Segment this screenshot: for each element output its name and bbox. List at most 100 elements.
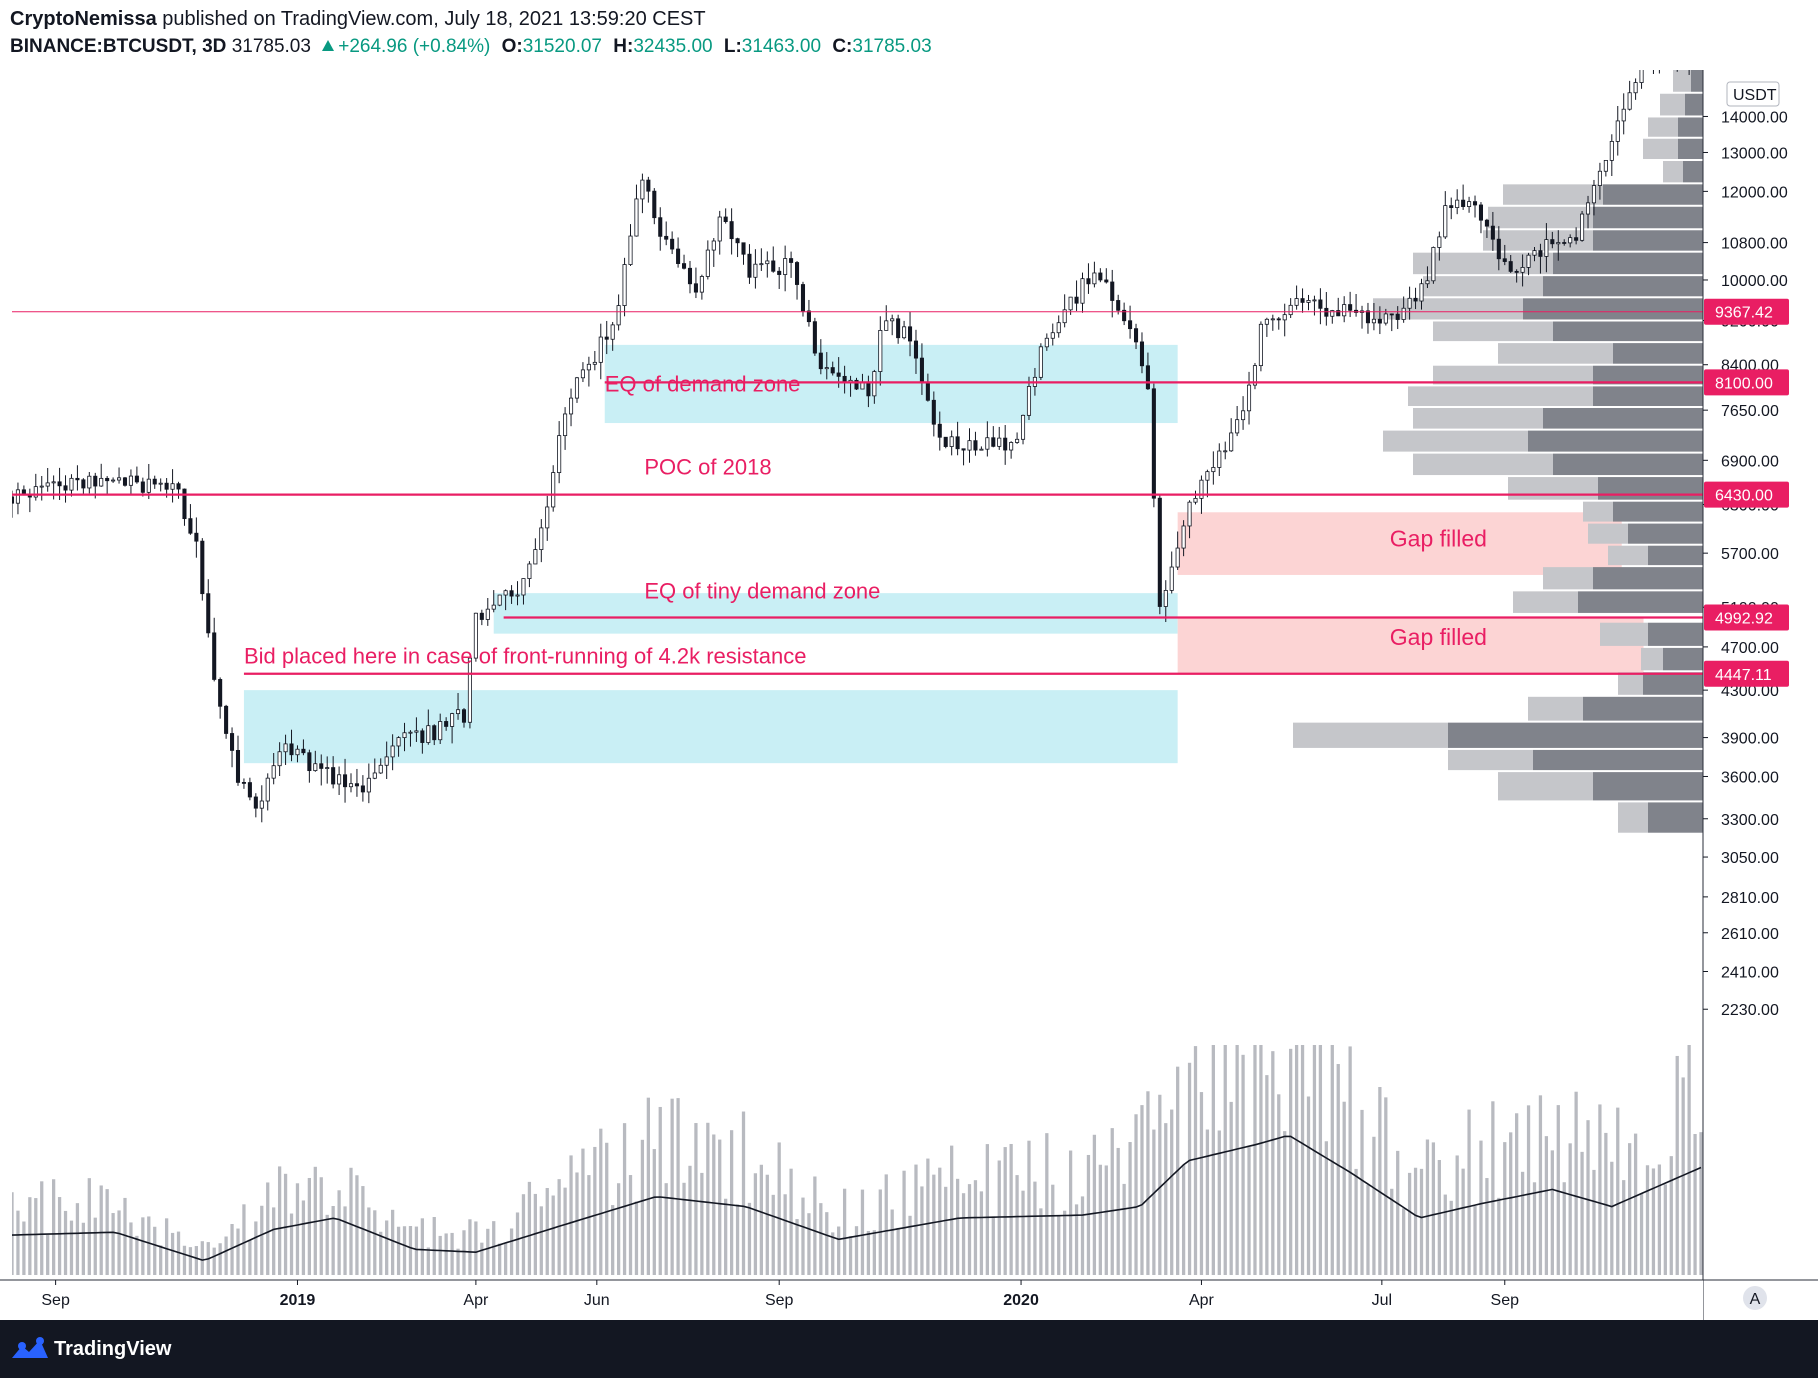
candle-body: [1241, 410, 1246, 421]
candle-body: [860, 382, 865, 390]
candle-body: [12, 496, 15, 504]
price-axis[interactable]: [1703, 70, 1818, 1320]
candle-body: [200, 540, 205, 595]
volume-bar: [551, 1195, 555, 1275]
volume-bar: [498, 1243, 502, 1275]
volume-bar: [75, 1203, 80, 1275]
volume-bar: [46, 1235, 50, 1275]
candle-body: [69, 477, 74, 491]
volume-bar: [1253, 1045, 1257, 1275]
volume-bar: [1449, 1200, 1453, 1275]
volume-bar: [652, 1149, 656, 1275]
volume-profile-bar-down: [1648, 802, 1703, 833]
candle-body: [1098, 272, 1103, 281]
volume-bar: [289, 1213, 294, 1275]
volume-bar: [1152, 1129, 1156, 1275]
volume-bar: [831, 1232, 835, 1275]
volume-bar: [1431, 1142, 1436, 1275]
volume-profile-bar-up: [1383, 430, 1528, 452]
volume-bar: [783, 1194, 787, 1275]
volume-bar: [1538, 1095, 1543, 1275]
volume-bar: [527, 1181, 532, 1275]
candle-body: [1133, 328, 1139, 343]
volume-bar: [813, 1176, 817, 1275]
volume-profile-bar-up: [1408, 386, 1593, 406]
volume-bar: [1074, 1204, 1079, 1275]
brand-name[interactable]: TradingView: [54, 1338, 172, 1360]
volume-bar: [1437, 1160, 1441, 1275]
plot-area[interactable]: EQ of demand zone POC of 2018 EQ of tiny d…: [10, 70, 1703, 1275]
candle-body: [1139, 341, 1145, 367]
time-tick-label: Sep: [765, 1292, 794, 1309]
candle-body: [1104, 279, 1109, 283]
candle-body: [122, 477, 128, 486]
symbol-name[interactable]: BINANCE:BTCUSDT, 3D: [10, 36, 227, 57]
volume-bar: [1509, 1132, 1513, 1275]
candle-body: [140, 481, 145, 493]
candle-body: [348, 783, 354, 788]
candles: [12, 70, 1690, 823]
volume-bar: [390, 1209, 395, 1275]
candle-body: [1461, 199, 1466, 207]
currency-badge[interactable]: [1726, 81, 1780, 107]
candle-body: [711, 240, 716, 251]
demand-zone: [243, 690, 1178, 764]
volume-bar: [1556, 1105, 1560, 1275]
candle-body: [1437, 236, 1442, 248]
volume-profile-bar-up: [1673, 70, 1691, 92]
candle-body: [610, 324, 615, 340]
candle-body: [557, 435, 562, 473]
volume-bar: [1604, 1132, 1608, 1275]
time-axis[interactable]: [0, 1280, 1703, 1320]
volume-bar: [1092, 1134, 1097, 1275]
candle-body: [212, 632, 217, 680]
candle-body: [1050, 332, 1055, 339]
candle-body: [1603, 159, 1608, 172]
candle-body: [51, 481, 56, 484]
volume-bar: [860, 1189, 865, 1275]
candle-body: [1199, 479, 1204, 499]
volume-bar: [1645, 1165, 1650, 1275]
candle-body: [81, 479, 86, 489]
time-tick-label: Sep: [41, 1292, 70, 1309]
publish-info: CryptoNemissa published on TradingView.c…: [10, 8, 706, 31]
volume-bar: [890, 1209, 894, 1275]
candle-body: [1169, 566, 1174, 591]
candle-body: [164, 482, 169, 490]
volume-bar: [819, 1203, 823, 1275]
candle-body: [1562, 242, 1567, 244]
volume-bar: [1532, 1182, 1537, 1275]
candle-body: [545, 506, 550, 529]
volume-profile-bar-down: [1578, 591, 1703, 613]
candle-body: [1514, 270, 1519, 273]
price-tick-label: 2230.00: [1721, 1002, 1779, 1019]
volume-bar: [1223, 1045, 1227, 1275]
candle-body: [206, 593, 211, 634]
candle-body: [152, 478, 157, 485]
price-tick-label: 14000.00: [1721, 109, 1788, 126]
volume-bar: [688, 1165, 692, 1275]
volume-ma-line: [12, 1135, 1702, 1261]
price-level-badge: [1704, 481, 1789, 508]
volume-profile-bar-down: [1523, 298, 1703, 320]
volume-bar: [319, 1177, 323, 1275]
author-name[interactable]: CryptoNemissa: [10, 8, 157, 30]
candle-body: [616, 305, 621, 326]
candle-body: [1336, 310, 1341, 317]
volume-bar: [1122, 1183, 1126, 1275]
auto-scale-button[interactable]: [1743, 1286, 1767, 1310]
volume-bar: [1396, 1150, 1400, 1275]
volume-bar: [1657, 1164, 1662, 1275]
candle-body: [372, 772, 377, 779]
volume-bar: [361, 1186, 365, 1275]
price-chart[interactable]: EQ of demand zone POC of 2018 EQ of tiny d…: [0, 70, 1818, 1320]
candle-body: [509, 590, 514, 597]
candle-body: [188, 518, 193, 534]
candle-body: [1508, 261, 1513, 272]
candle-body: [919, 357, 924, 384]
candle-body: [1187, 501, 1192, 527]
volume-profile-bar-down: [1613, 343, 1703, 364]
volume-profile-bar-up: [1528, 696, 1583, 721]
candle-body: [1264, 318, 1269, 325]
volume-bar: [706, 1122, 710, 1275]
